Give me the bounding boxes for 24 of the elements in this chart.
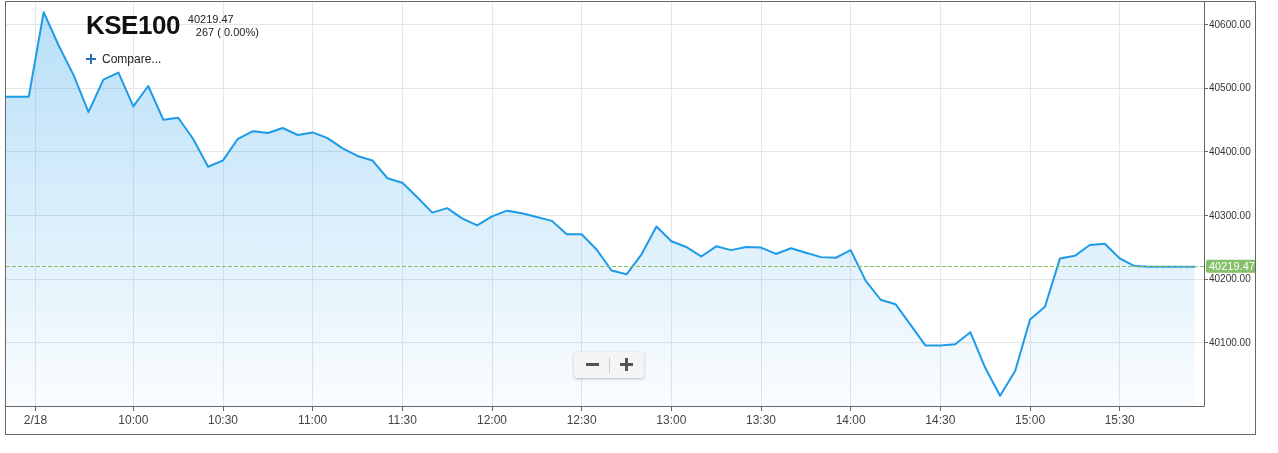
x-tick-label: 14:00 (835, 413, 867, 427)
y-tick-label: 40300.00 (1209, 209, 1252, 221)
x-tick-label: 13:30 (746, 413, 777, 427)
text: 40219.47 (187, 13, 235, 26)
annotation: 267 ( 0.00%) (194, 26, 259, 39)
chart-title: KSE100 (86, 10, 180, 40)
x-tick-label: 15:00 (1015, 413, 1046, 427)
x-tick-label: 10:00 (118, 413, 149, 427)
x-tick-label: 15:30 (1104, 413, 1136, 427)
x-tick-label: 12:00 (477, 413, 508, 427)
x-tick-label: 11:30 (387, 413, 418, 427)
x-tick-label: 11:00 (298, 413, 328, 427)
x-tick-label: 13:00 (656, 413, 687, 427)
y-tick-label: 40500.00 (1209, 82, 1252, 94)
ref-line-label: 40219.47 (1209, 260, 1255, 273)
y-tick-label: 40400.00 (1209, 146, 1252, 158)
x-tick-label: 14:30 (925, 413, 956, 427)
x-tick-label: 10:30 (207, 413, 239, 427)
y-tick-label: 40100.00 (1209, 336, 1252, 348)
annotation: Compare... (102, 52, 162, 66)
x-tick-label: 2/18 (23, 413, 48, 427)
y-tick-label: 40200.00 (1209, 273, 1252, 285)
y-tick-label: 40600.00 (1209, 18, 1252, 30)
x-tick-label: 12:30 (566, 413, 598, 427)
